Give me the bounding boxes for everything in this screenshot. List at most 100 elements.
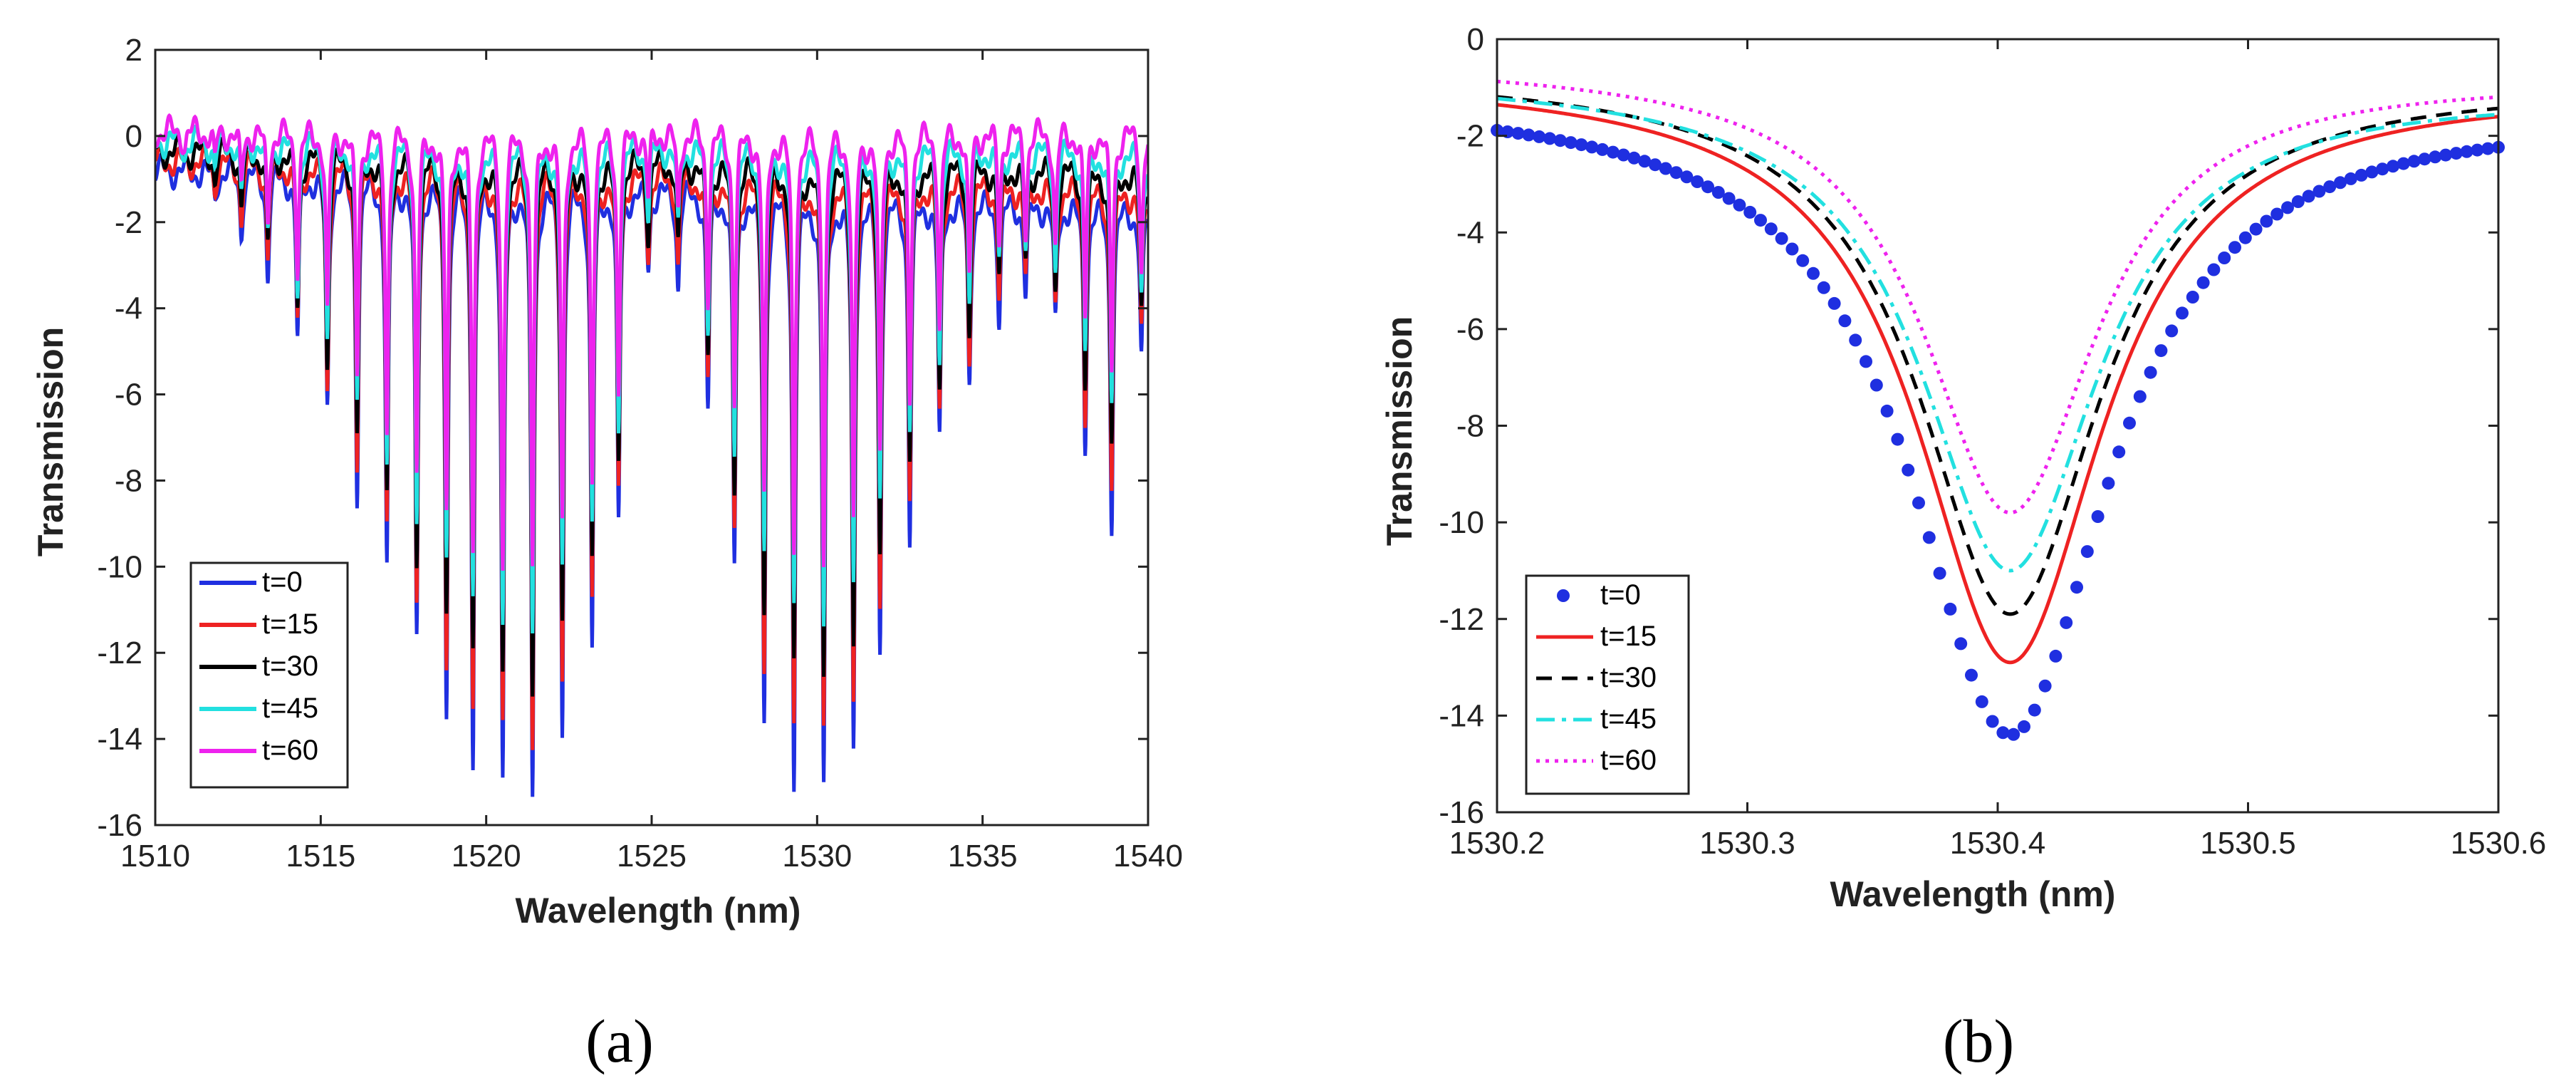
series-marker-t=0 <box>1743 205 1757 219</box>
y-tick-label: -6 <box>115 378 142 413</box>
x-axis-title-a: Wavelength (nm) <box>516 891 801 931</box>
series-marker-t=0 <box>1986 715 1999 728</box>
series-marker-t=0 <box>1575 138 1588 152</box>
series-marker-t=0 <box>1975 695 1988 708</box>
series-marker-t=0 <box>2218 252 2231 264</box>
series-marker-t=0 <box>1944 602 1957 616</box>
legend-swatch <box>1557 589 1570 602</box>
series-marker-t=0 <box>2133 390 2147 403</box>
series-marker-t=0 <box>2102 477 2115 490</box>
series-marker-t=0 <box>1543 132 1556 145</box>
series-marker-t=0 <box>1933 566 1946 580</box>
series-marker-t=0 <box>1711 186 1725 199</box>
series-marker-t=0 <box>2091 510 2105 523</box>
series-marker-t=0 <box>2186 291 2199 304</box>
ticks-a: 1510 1515 1520 1525 1530 1535 1540 2 0 -2 -4 -6 -8 -1… <box>97 33 1183 874</box>
series-marker-t=0 <box>1606 145 1620 159</box>
x-tick-label: 1540 <box>1113 839 1183 874</box>
ticks-b: 1530.2 1530.3 1530.4 1530.5 1530.6 0 -2 -4 -6 -8 -… <box>1439 22 2546 861</box>
y-tick-label: -6 <box>1456 312 1484 347</box>
series-line-t=60 <box>1496 79 2499 514</box>
y-tick-label: -14 <box>97 722 142 757</box>
y-tick-label: -8 <box>115 463 142 498</box>
series-marker-t=0 <box>2123 416 2136 430</box>
y-tick-label: 2 <box>125 33 142 68</box>
series-marker-t=0 <box>1954 637 1968 651</box>
chart-panel-b: 1530.2 1530.3 1530.4 1530.5 1530.6 0 -2 -4 -6 -8 -… <box>1380 22 2546 914</box>
series-marker-t=0 <box>1754 214 1767 227</box>
series-marker-t=0 <box>1912 496 1925 509</box>
series-marker-t=0 <box>1860 355 1872 368</box>
series-marker-t=0 <box>2165 324 2179 338</box>
series-marker-t=0 <box>1638 155 1652 168</box>
legend-label: t=0 <box>1600 579 1641 611</box>
series-marker-t=0 <box>2323 180 2337 194</box>
series-marker-t=0 <box>2397 157 2410 170</box>
y-axis-title-a: Transmission <box>31 327 71 556</box>
chart-panel-a: 1510 1515 1520 1525 1530 1535 1540 2 0 -2 -4 -6 -8 -1… <box>31 33 1183 931</box>
series-marker-t=0 <box>1722 192 1736 205</box>
series-marker-t=0 <box>1891 432 1904 446</box>
x-tick-label: 1535 <box>948 839 1018 874</box>
series-marker-t=0 <box>1627 151 1641 165</box>
x-tick-label: 1530.5 <box>2200 826 2296 861</box>
series-marker-t=0 <box>1965 668 1978 682</box>
series-line-t=15 <box>1496 103 2499 665</box>
series-marker-t=0 <box>1585 140 1599 154</box>
series-marker-t=0 <box>1701 180 1714 194</box>
legend-b: t=0 t=15 t=30 t=45 t=60 <box>1525 574 1690 795</box>
series-line-t=60 <box>155 113 1148 571</box>
series-marker-t=0 <box>2038 679 2052 693</box>
y-tick-label: -10 <box>1439 505 1484 540</box>
legend-label: t=45 <box>262 693 318 724</box>
series-marker-t=0 <box>1553 134 1567 147</box>
series-marker-t=0 <box>2270 207 2284 221</box>
y-tick-label: -10 <box>97 549 142 584</box>
series-marker-t=0 <box>2439 148 2452 162</box>
series-marker-t=0 <box>1827 296 1841 310</box>
series-marker-t=0 <box>1922 531 1936 544</box>
legend-label: t=15 <box>1600 621 1657 652</box>
series-marker-t=0 <box>1659 162 1672 175</box>
series-marker-t=0 <box>2460 145 2473 158</box>
series-marker-t=0 <box>1522 128 1535 142</box>
series-marker-t=0 <box>1669 166 1683 180</box>
series-marker-t=0 <box>1764 222 1778 236</box>
series-marker-t=0 <box>2060 616 2073 629</box>
y-tick-label: -4 <box>115 291 142 326</box>
y-tick-label: -16 <box>1439 795 1484 830</box>
x-tick-label: 1530.2 <box>1449 826 1545 861</box>
series-marker-t=0 <box>1807 266 1820 280</box>
series-line-t=30 <box>1496 95 2499 616</box>
series-marker-t=0 <box>1596 142 1609 156</box>
series-marker-t=0 <box>1533 130 1546 143</box>
series-marker-t=0 <box>1838 314 1852 328</box>
series-marker-t=0 <box>1511 127 1525 140</box>
y-tick-label: -8 <box>1456 409 1484 444</box>
series-marker-t=0 <box>2312 185 2326 198</box>
series-marker-t=0 <box>2281 201 2294 214</box>
y-tick-label: 0 <box>125 119 142 154</box>
series-marker-t=0 <box>1691 175 1704 188</box>
series-marker-t=0 <box>2176 306 2189 320</box>
legend-label: t=45 <box>1600 703 1657 735</box>
series-marker-t=0 <box>1849 333 1862 347</box>
x-axis-title-b: Wavelength (nm) <box>1830 874 2116 914</box>
series-marker-t=0 <box>2481 142 2495 155</box>
series-marker-t=0 <box>2007 727 2020 741</box>
y-tick-label: -2 <box>115 205 142 240</box>
series-marker-t=0 <box>2207 263 2221 276</box>
series-marker-t=0 <box>2080 545 2094 559</box>
series-line-t=45 <box>1496 96 2499 573</box>
legend-label: t=60 <box>262 735 318 766</box>
series-marker-t=0 <box>2144 366 2157 379</box>
series-marker-t=0 <box>2049 649 2063 663</box>
series-marker-t=0 <box>1680 170 1694 184</box>
series-marker-t=0 <box>2449 147 2463 160</box>
panel-label-b: (b) <box>1943 1007 2014 1075</box>
series-marker-t=0 <box>1870 378 1883 392</box>
legend-label: t=60 <box>1600 745 1657 776</box>
series-marker-t=0 <box>2228 241 2241 254</box>
series-marker-t=0 <box>2407 155 2421 168</box>
